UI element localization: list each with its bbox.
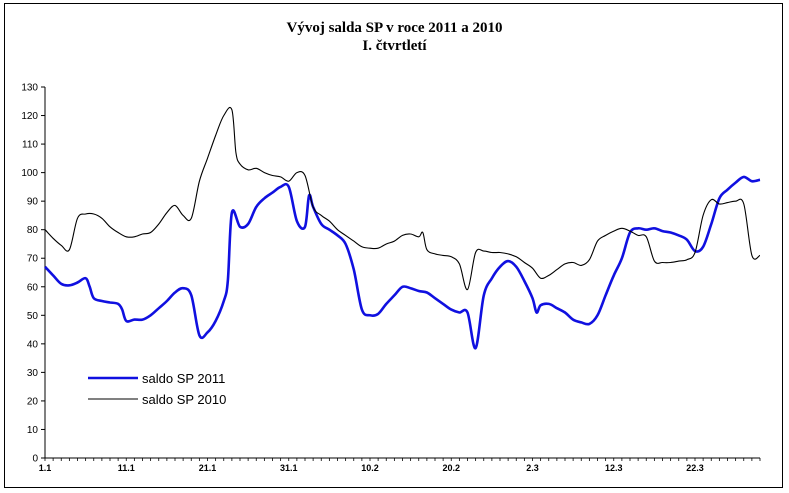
x-tick-label: 21.1	[199, 463, 217, 473]
y-tick-label: 80	[27, 225, 39, 236]
chart-frame	[4, 3, 783, 488]
chart-subtitle: I. čtvrtletí	[362, 38, 427, 54]
x-axis-ticks: 1.1 11.1 21.1 31.1 10.2 20.2 2.3 12.3 22.3	[39, 458, 761, 473]
y-tick-label: 100	[21, 168, 38, 179]
y-tick-label: 40	[27, 339, 39, 350]
y-tick-label: 30	[27, 368, 39, 379]
y-tick-label: 20	[27, 396, 39, 407]
x-tick-label: 2.3	[526, 463, 539, 473]
y-tick-label: 50	[27, 311, 39, 322]
x-tick-label: 10.2	[361, 463, 379, 473]
legend-label: saldo SP 2010	[142, 392, 226, 407]
legend-label: saldo SP 2011	[142, 371, 225, 386]
legend: saldo SP 2011 saldo SP 2010	[88, 371, 226, 407]
y-tick-label: 90	[27, 197, 39, 208]
series-lines	[44, 106, 761, 350]
y-tick-label: 0	[32, 454, 38, 465]
series-line-2011	[44, 175, 761, 350]
x-tick-label: 20.2	[442, 463, 460, 473]
y-tick-label: 130	[21, 83, 38, 94]
y-axis-ticks: 0 10 20 30 40 50 60 70 80 90 100 110 120 130	[21, 83, 45, 465]
x-tick-label: 1.1	[39, 463, 52, 473]
chart-title: Vývoj salda SP v roce 2011 a 2010	[286, 20, 503, 36]
x-tick-label: 31.1	[280, 463, 298, 473]
series-line-2010	[44, 106, 761, 291]
y-tick-label: 70	[27, 254, 39, 265]
x-tick-label: 11.1	[118, 463, 135, 473]
y-tick-label: 120	[21, 111, 38, 122]
x-tick-label: 22.3	[686, 463, 704, 473]
y-tick-label: 10	[27, 425, 39, 436]
y-tick-label: 60	[27, 282, 39, 293]
x-tick-label: 12.3	[605, 463, 623, 473]
y-tick-label: 110	[22, 140, 38, 151]
